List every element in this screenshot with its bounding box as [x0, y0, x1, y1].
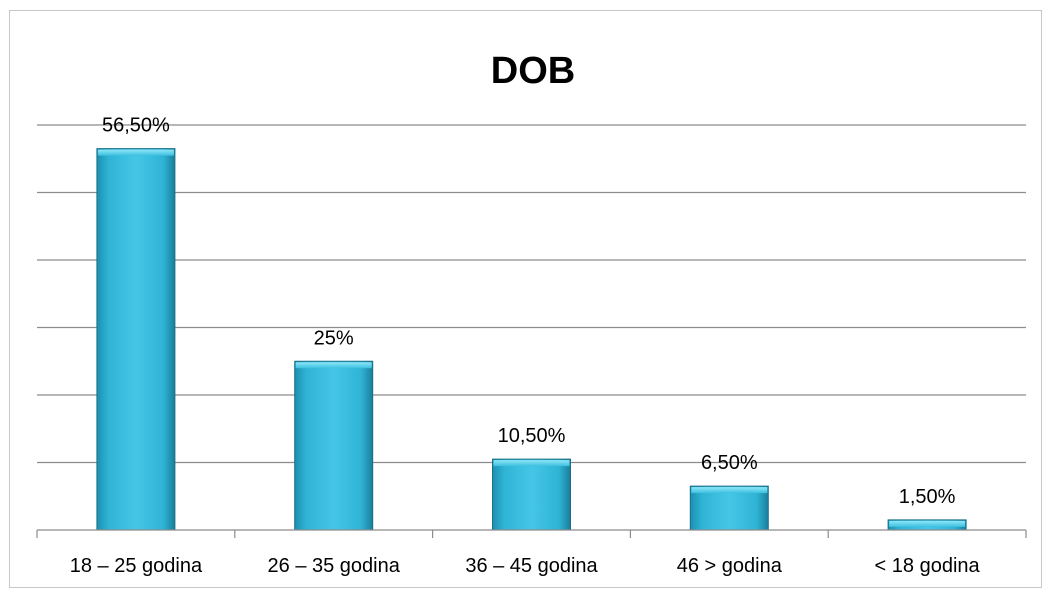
data-label: 1,50% [899, 486, 956, 508]
bars [96, 148, 967, 531]
x-tick-label: 36 – 45 godina [465, 555, 598, 577]
gridlines [37, 124, 1026, 464]
bar-body [492, 458, 571, 531]
bar-cap [97, 149, 174, 156]
bar [887, 519, 967, 531]
chart-title: DOB [491, 50, 575, 92]
x-axis: 18 – 25 godina 26 – 35 godina 36 – 45 godi… [36, 529, 1027, 577]
bar-cap [493, 460, 570, 467]
bar-body [96, 148, 176, 531]
bar-body [294, 360, 374, 531]
bar-cap [889, 520, 966, 527]
bar-cap [691, 487, 768, 494]
bar [689, 485, 769, 531]
x-tick-label: 26 – 35 godina [268, 555, 401, 577]
data-label: 6,50% [701, 452, 758, 474]
data-label: 56,50% [102, 115, 170, 137]
x-tick-label: 46 > godina [677, 555, 783, 577]
bar [492, 458, 571, 531]
bar-cap [295, 362, 372, 369]
data-labels: 56,50% 25% 10,50% 6,50% 1,50% [102, 115, 956, 508]
bar [96, 148, 176, 531]
x-tick-label: < 18 godina [875, 555, 981, 577]
bar [294, 360, 374, 531]
data-label: 25% [314, 327, 354, 349]
data-label: 10,50% [498, 425, 566, 447]
x-tick-label: 18 – 25 godina [70, 555, 203, 577]
bar-body [689, 485, 769, 531]
